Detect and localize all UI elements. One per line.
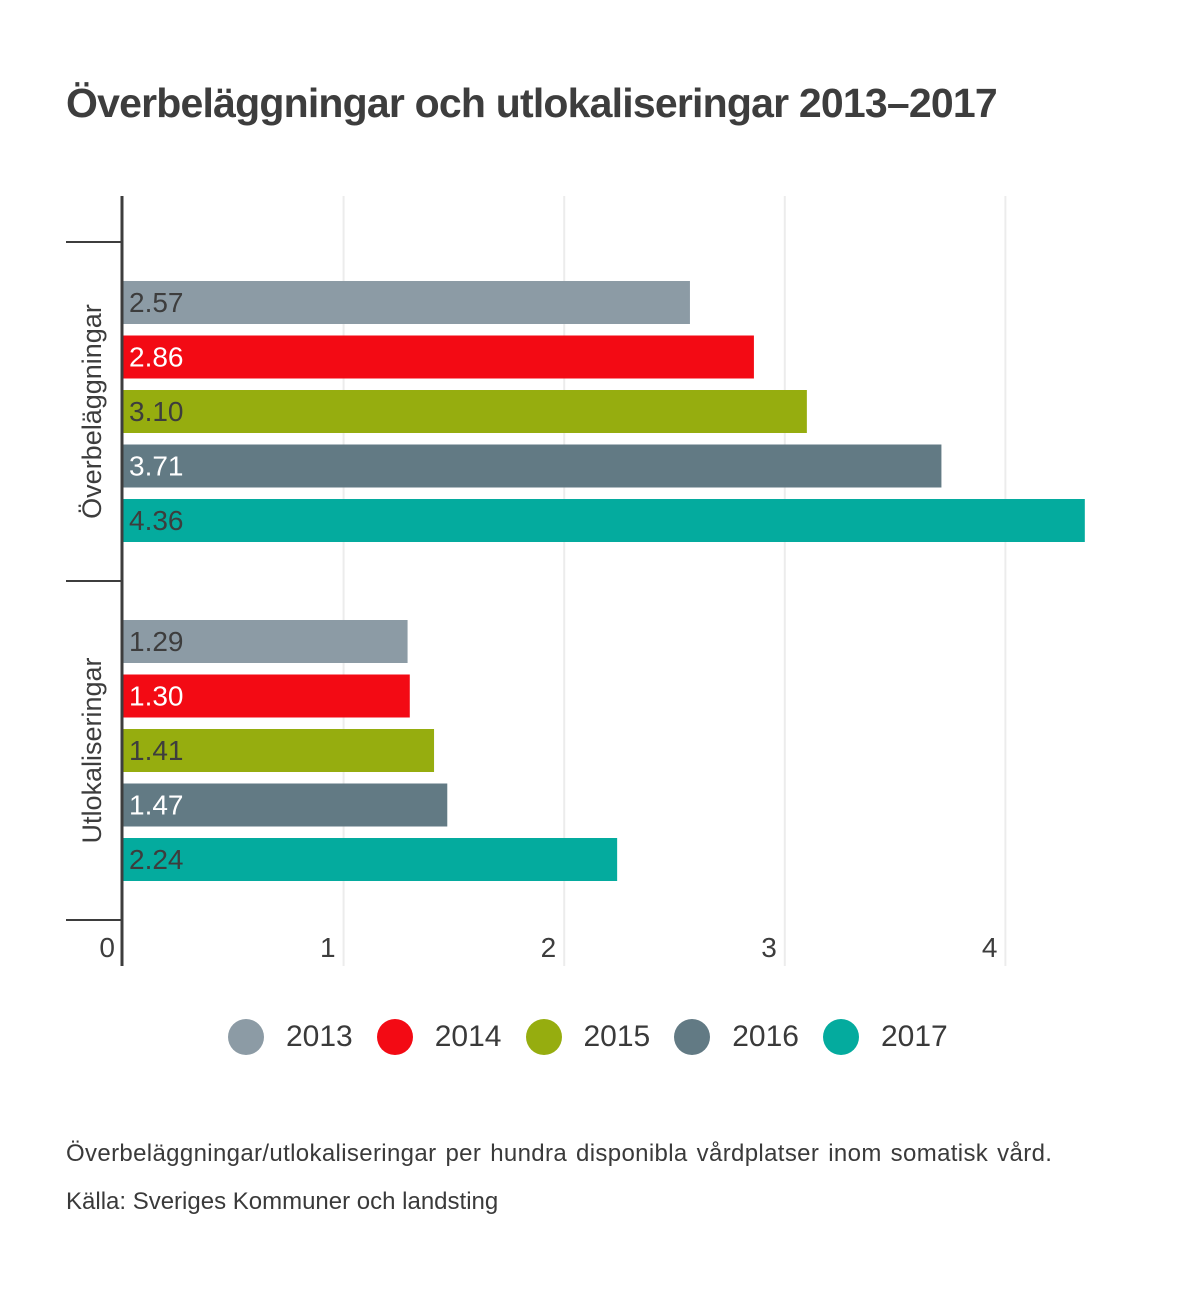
bar-value-label: 2.24	[129, 844, 184, 875]
bar-labels: 2.57 2.86 3.10 3.71 4.36 1.29 1.30 1.41 1.47 2.24	[129, 287, 184, 875]
x-tick-label: 4	[982, 932, 998, 963]
chart-description: Överbeläggningar/utlokaliseringar per hu…	[66, 1140, 1053, 1167]
bar	[123, 729, 435, 772]
bar-value-label: 3.71	[129, 451, 184, 482]
bar	[123, 281, 690, 324]
bar	[123, 335, 754, 379]
bar-value-label: 2.57	[129, 287, 184, 318]
category-label: Utlokaliseringar	[77, 657, 107, 843]
legend-swatch	[823, 1019, 859, 1055]
bar-value-label: 1.41	[129, 735, 184, 766]
legend-swatch	[228, 1019, 264, 1055]
bar	[123, 783, 448, 827]
x-tick-label: 3	[761, 932, 777, 963]
bar	[123, 838, 618, 881]
x-tick-label: 0	[99, 932, 115, 963]
legend-item-2014: 2014	[376, 1019, 502, 1055]
chart-title: Överbeläggningar och utlokaliseringar 20…	[66, 80, 998, 126]
legend-item-2015: 2015	[525, 1019, 651, 1055]
legend-label: 2014	[434, 1020, 502, 1053]
legend-swatch	[674, 1019, 711, 1055]
legend-item-2013: 2013	[228, 1019, 353, 1055]
legend: 2013 2014 2015 2016 2017	[228, 1019, 972, 1055]
bar	[123, 620, 408, 663]
gridlines	[342, 196, 1007, 966]
bar	[123, 674, 410, 718]
category-axis	[66, 196, 124, 966]
legend-swatch	[525, 1019, 562, 1055]
bar	[123, 499, 1085, 542]
bar-value-label: 1.29	[129, 626, 184, 657]
category-labels: Överbeläggningar Utlokaliseringar	[77, 304, 107, 843]
legend-label: 2017	[881, 1020, 948, 1053]
bars	[123, 281, 1085, 881]
legend-swatch	[376, 1019, 413, 1055]
legend-item-2016: 2016	[674, 1019, 799, 1055]
bar-value-label: 2.86	[129, 342, 184, 373]
bar-value-label: 4.36	[129, 505, 184, 536]
chart-source: Källa: Sveriges Kommuner och landsting	[66, 1188, 499, 1215]
legend-item-2017: 2017	[823, 1019, 948, 1055]
x-axis-ticks: 0 1 2 3 4	[99, 932, 997, 963]
legend-label: 2013	[286, 1020, 353, 1053]
bar	[123, 390, 807, 433]
bar-value-label: 3.10	[129, 396, 184, 427]
x-tick-label: 2	[541, 932, 557, 963]
legend-label: 2015	[583, 1020, 651, 1053]
bar-value-label: 1.30	[129, 681, 184, 712]
legend-label: 2016	[732, 1020, 799, 1053]
bar-value-label: 1.47	[129, 790, 184, 821]
bar-chart: 2.57 2.86 3.10 3.71 4.36 1.29 1.30 1.41 1.47 2.24…	[66, 196, 1085, 966]
bar	[123, 444, 942, 488]
x-tick-label: 1	[320, 932, 336, 963]
category-label: Överbeläggningar	[77, 304, 107, 519]
